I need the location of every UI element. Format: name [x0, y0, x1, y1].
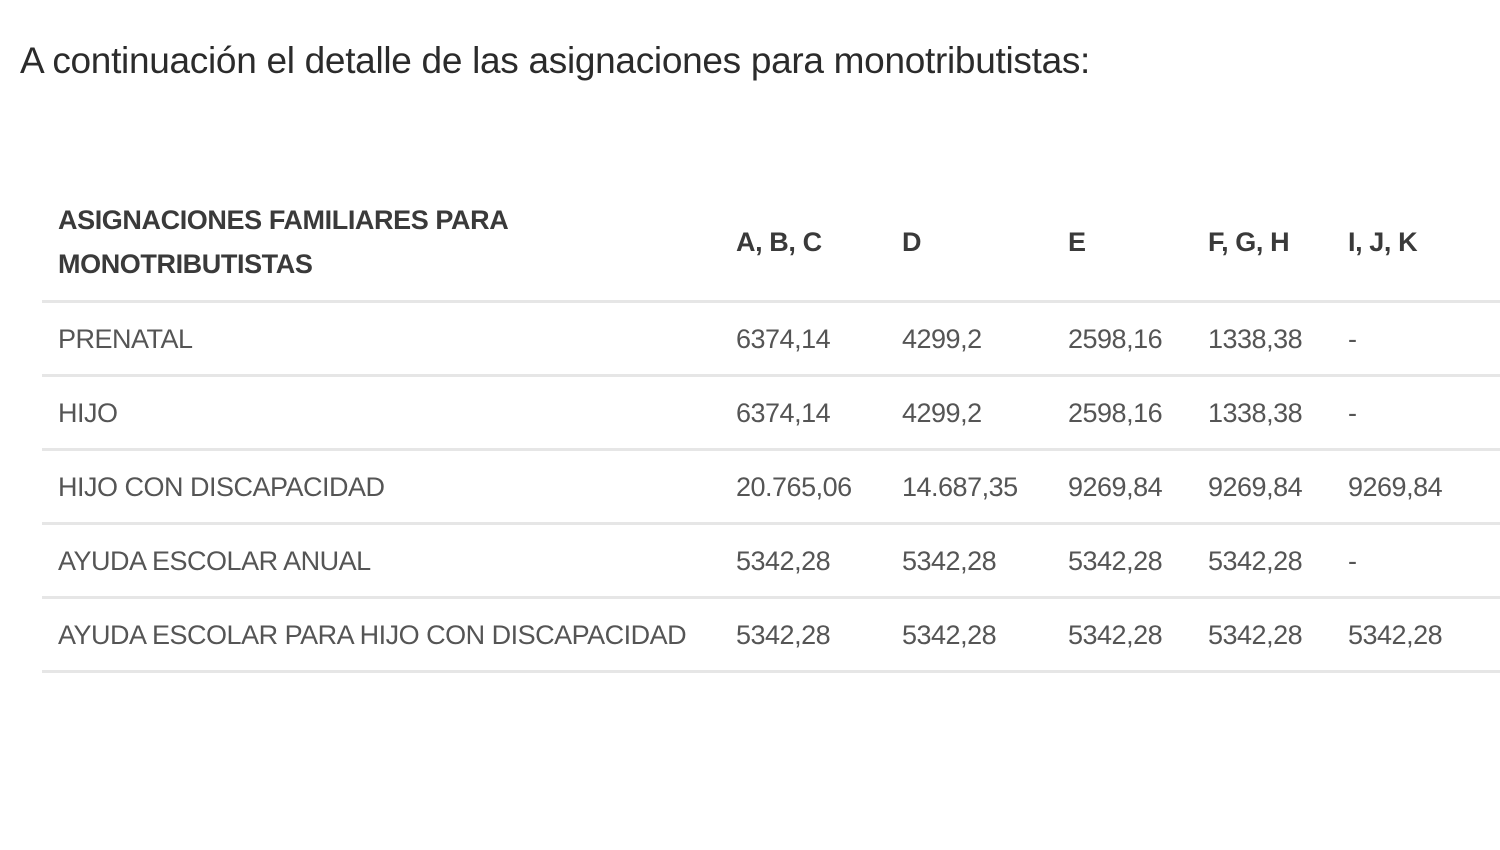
cell-d: 4299,2 — [902, 375, 1068, 451]
cell-d: 4299,2 — [902, 301, 1068, 377]
header-concept: ASIGNACIONES FAMILIARES PARA MONOTRIBUTI… — [42, 192, 736, 303]
header-category-ijk: I, J, K — [1348, 192, 1500, 303]
cell-abc: 6374,14 — [736, 375, 902, 451]
row-label: AYUDA ESCOLAR ANUAL — [42, 523, 736, 599]
row-label: HIJO — [42, 375, 736, 451]
cell-e: 9269,84 — [1068, 449, 1208, 525]
cell-fgh: 9269,84 — [1208, 449, 1348, 525]
cell-abc: 5342,28 — [736, 523, 902, 599]
cell-ijk: - — [1348, 523, 1500, 599]
row-label: PRENATAL — [42, 301, 736, 377]
cell-fgh: 5342,28 — [1208, 597, 1348, 673]
header-category-e: E — [1068, 192, 1208, 303]
cell-abc: 5342,28 — [736, 597, 902, 673]
header-category-d: D — [902, 192, 1068, 303]
cell-d: 5342,28 — [902, 597, 1068, 673]
cell-fgh: 5342,28 — [1208, 523, 1348, 599]
allowances-table-container: ASIGNACIONES FAMILIARES PARA MONOTRIBUTI… — [42, 192, 1500, 673]
cell-abc: 6374,14 — [736, 301, 902, 377]
header-category-fgh: F, G, H — [1208, 192, 1348, 303]
cell-d: 14.687,35 — [902, 449, 1068, 525]
table-row-prenatal: PRENATAL 6374,14 4299,2 2598,16 1338,38 … — [42, 301, 1500, 377]
cell-abc: 20.765,06 — [736, 449, 902, 525]
cell-ijk: 9269,84 — [1348, 449, 1500, 525]
intro-paragraph: A continuación el detalle de las asignac… — [20, 40, 1091, 81]
cell-ijk: 5342,28 — [1348, 597, 1500, 673]
cell-e: 2598,16 — [1068, 375, 1208, 451]
allowances-table: ASIGNACIONES FAMILIARES PARA MONOTRIBUTI… — [42, 192, 1500, 673]
row-label: HIJO CON DISCAPACIDAD — [42, 449, 736, 525]
cell-ijk: - — [1348, 301, 1500, 377]
cell-fgh: 1338,38 — [1208, 301, 1348, 377]
header-category-abc: A, B, C — [736, 192, 902, 303]
row-label: AYUDA ESCOLAR PARA HIJO CON DISCAPACIDAD — [42, 597, 736, 673]
table-row-hijo: HIJO 6374,14 4299,2 2598,16 1338,38 - — [42, 375, 1500, 451]
table-row-hijo-con-discapacidad: HIJO CON DISCAPACIDAD 20.765,06 14.687,3… — [42, 449, 1500, 525]
table-row-ayuda-escolar-discapacidad: AYUDA ESCOLAR PARA HIJO CON DISCAPACIDAD… — [42, 597, 1500, 673]
cell-e: 5342,28 — [1068, 597, 1208, 673]
table-row-ayuda-escolar-anual: AYUDA ESCOLAR ANUAL 5342,28 5342,28 5342… — [42, 523, 1500, 599]
cell-e: 2598,16 — [1068, 301, 1208, 377]
cell-d: 5342,28 — [902, 523, 1068, 599]
cell-ijk: - — [1348, 375, 1500, 451]
table-header-row: ASIGNACIONES FAMILIARES PARA MONOTRIBUTI… — [42, 192, 1500, 303]
cell-e: 5342,28 — [1068, 523, 1208, 599]
cell-fgh: 1338,38 — [1208, 375, 1348, 451]
